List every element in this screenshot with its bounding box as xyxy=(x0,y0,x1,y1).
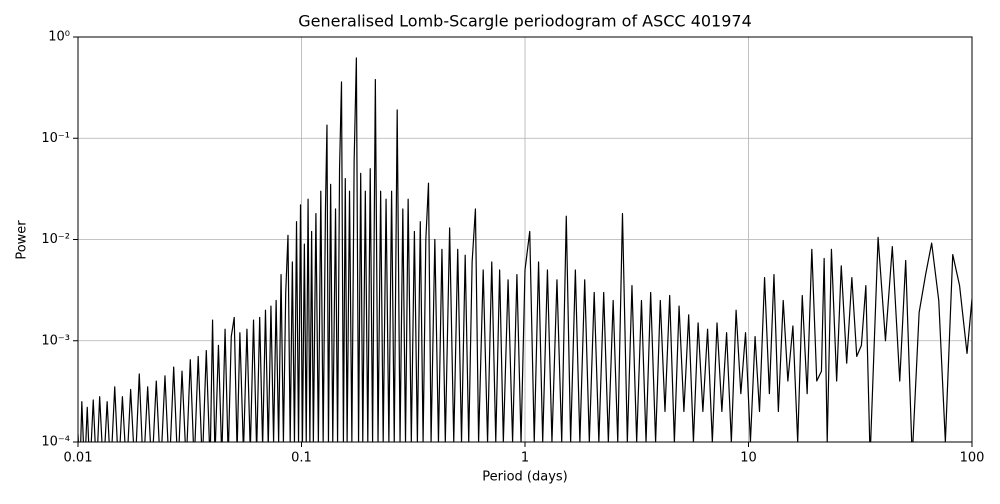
x-tick-label: 0.1 xyxy=(291,451,312,466)
x-tick-label: 100 xyxy=(960,451,985,466)
y-tick-label: 10⁻² xyxy=(41,232,70,247)
x-tick-label: 1 xyxy=(521,451,529,466)
chart-title: Generalised Lomb-Scargle periodogram of … xyxy=(298,12,752,31)
y-tick-label: 10⁻³ xyxy=(41,333,70,348)
x-tick-label: 0.01 xyxy=(64,451,93,466)
x-tick-label: 10 xyxy=(740,451,757,466)
y-axis-label: Power xyxy=(15,220,30,260)
y-tick-label: 10⁻⁴ xyxy=(41,435,70,450)
ticks: 0.01 0.1 1 10 100 10⁻⁴ 10⁻³ 10⁻² 10⁻¹ 10⁰ xyxy=(41,30,984,466)
y-tick-label: 10⁰ xyxy=(48,30,70,45)
plot-area xyxy=(78,57,972,442)
x-axis-label: Period (days) xyxy=(482,470,568,485)
y-tick-label: 10⁻¹ xyxy=(41,131,70,146)
periodogram-line xyxy=(78,57,972,442)
